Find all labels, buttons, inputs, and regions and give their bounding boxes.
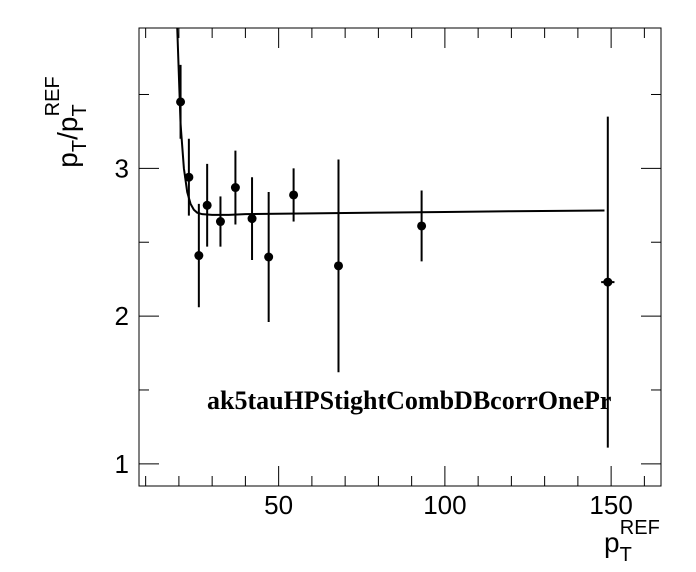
- data-point: [184, 138, 194, 216]
- x-tick-label: 50: [264, 490, 293, 520]
- x-axis-label: pT REF: [604, 517, 660, 566]
- x-tick-label: 150: [589, 490, 632, 520]
- marker: [215, 217, 225, 227]
- plot-frame: [138, 27, 662, 487]
- marker: [202, 200, 212, 210]
- y-axis-label-sub2: T: [69, 104, 91, 116]
- data-point: [215, 196, 225, 247]
- x-axis-label-main: p: [604, 527, 620, 558]
- data-point: [264, 191, 274, 323]
- y-tick-label: 2: [115, 301, 129, 331]
- data-point: [601, 116, 615, 448]
- data-points-layer: [176, 64, 615, 448]
- y-axis-label-sub1: T: [69, 140, 91, 152]
- marker: [230, 183, 240, 193]
- data-point: [289, 168, 299, 222]
- data-point: [194, 203, 204, 308]
- marker: [247, 214, 257, 224]
- x-tick-label: 100: [423, 490, 466, 520]
- data-point: [176, 64, 186, 139]
- marker: [176, 97, 186, 107]
- y-axis-label: pT/pTREF: [42, 76, 91, 167]
- y-tick-label: 3: [115, 153, 129, 183]
- annotation-label: ak5tauHPStightCombDBcorrOnePr: [207, 386, 611, 415]
- y-axis-label-slash: /p: [52, 117, 83, 140]
- fit-curve-layer: [176, 27, 605, 216]
- marker: [194, 251, 204, 261]
- data-point: [202, 163, 212, 247]
- data-point: [247, 177, 257, 260]
- data-point: [230, 150, 240, 225]
- data-point: [333, 159, 343, 373]
- marker: [603, 277, 613, 287]
- marker: [184, 172, 194, 182]
- marker: [289, 190, 299, 200]
- marker: [264, 252, 274, 262]
- marker: [417, 221, 427, 231]
- y-axis-label-p1: p: [52, 152, 83, 168]
- fit-curve: [176, 27, 605, 216]
- data-point: [417, 190, 427, 262]
- marker: [333, 261, 343, 271]
- y-axis-label-sup: REF: [42, 76, 64, 116]
- y-tick-label: 1: [115, 449, 129, 479]
- y-ticks: 1 2 3: [115, 93, 661, 479]
- x-ticks: 50 100 150: [145, 28, 645, 520]
- x-axis-label-sub: T: [620, 544, 632, 566]
- x-axis-label-sup: REF: [620, 517, 660, 539]
